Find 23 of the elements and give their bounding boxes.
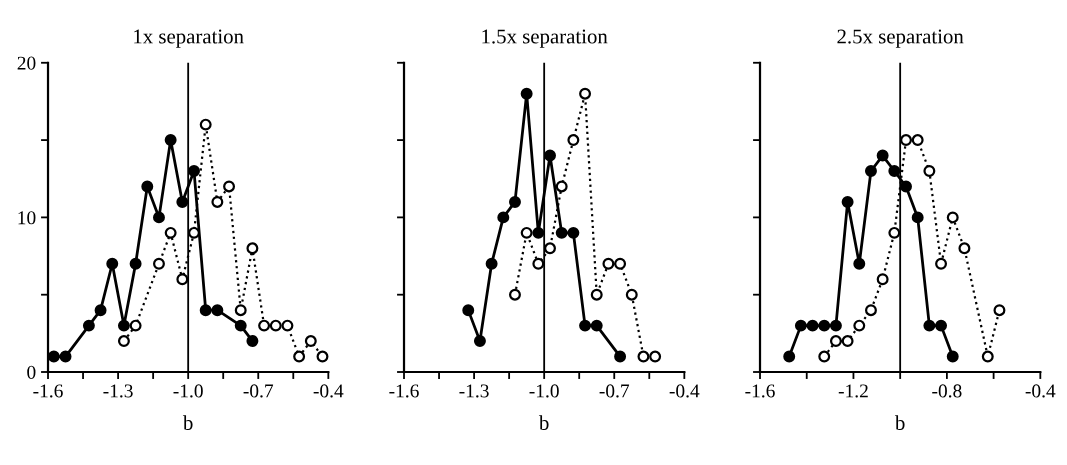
y-tick-label: 0 <box>27 365 36 379</box>
x-tick-label: -1.6 <box>33 384 63 398</box>
x-axis-title: b <box>538 415 549 430</box>
x-tick-label: -0.7 <box>243 384 274 398</box>
x-tick-label: -1.0 <box>529 384 559 398</box>
x-tick-label: -0.4 <box>313 384 344 398</box>
y-tick-label: 20 <box>17 56 36 70</box>
chart-title: 2.5x separation <box>837 29 964 48</box>
x-axis-title: b <box>182 415 193 430</box>
x-tick-label: -1.6 <box>389 384 419 398</box>
x-tick-label: -0.7 <box>599 384 630 398</box>
x-tick-label: -1.3 <box>103 384 133 398</box>
x-tick-label: -1.3 <box>459 384 489 398</box>
x-tick-label: -1.0 <box>173 384 203 398</box>
x-axis-title: b <box>894 415 905 430</box>
x-tick-label: -0.8 <box>932 384 962 398</box>
x-tick-label: -0.4 <box>1025 384 1056 398</box>
x-tick-label: -1.2 <box>838 384 868 398</box>
chart-title: 1.5x separation <box>482 29 608 48</box>
chart-title: 1x separation <box>134 29 244 48</box>
x-tick-label: -1.6 <box>745 384 775 398</box>
y-tick-label: 10 <box>18 211 36 225</box>
x-tick-label: -0.4 <box>669 384 700 398</box>
